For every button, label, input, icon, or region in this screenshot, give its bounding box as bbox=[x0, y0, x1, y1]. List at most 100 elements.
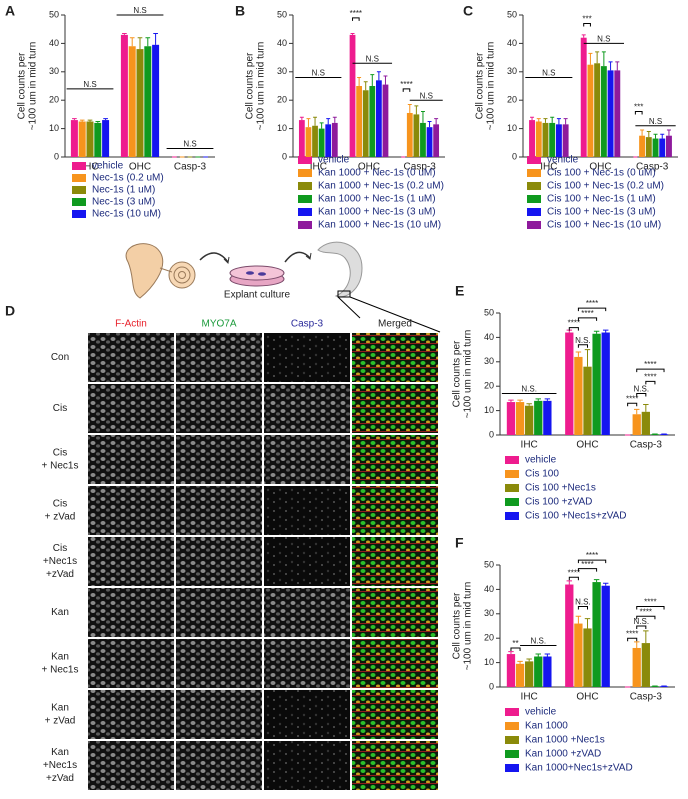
legend-label: Cis 100 +Nec1s bbox=[525, 483, 596, 494]
bar bbox=[632, 414, 641, 435]
micrograph bbox=[176, 588, 262, 637]
error-bar bbox=[72, 118, 77, 121]
row-label: Cis bbox=[53, 543, 67, 554]
panel-label: D bbox=[5, 303, 15, 319]
row-label: + Nec1s bbox=[42, 461, 79, 472]
error-bar bbox=[535, 653, 541, 657]
significance-bracket bbox=[627, 402, 638, 407]
significance-label: N.S. bbox=[521, 385, 537, 394]
error-bar bbox=[427, 121, 432, 128]
row-label: Cis bbox=[53, 499, 67, 510]
y-tick-label: 30 bbox=[277, 66, 287, 76]
bar bbox=[601, 585, 610, 687]
significance-label: **** bbox=[568, 319, 580, 328]
y-tick-label: 40 bbox=[49, 38, 59, 48]
y-tick-label: 40 bbox=[484, 332, 494, 342]
x-tick-label: Casp-3 bbox=[404, 162, 437, 173]
bar bbox=[652, 138, 659, 157]
bar bbox=[592, 333, 601, 435]
ear-illustration bbox=[125, 243, 196, 299]
legend-swatch bbox=[505, 722, 519, 730]
legend-label: Nec-1s (3 uM) bbox=[92, 197, 155, 208]
bar bbox=[543, 400, 552, 435]
micrograph bbox=[88, 486, 174, 535]
bar bbox=[515, 663, 525, 687]
significance-label: N.S bbox=[649, 117, 662, 126]
legend-swatch bbox=[505, 750, 519, 758]
panel-label: B bbox=[235, 3, 245, 19]
error-bar bbox=[593, 579, 600, 583]
y-tick-label: 50 bbox=[49, 9, 59, 19]
significance-label: N.S bbox=[420, 91, 433, 100]
y-axis-label: Cell counts per bbox=[475, 52, 486, 119]
bar bbox=[594, 63, 601, 157]
y-axis-label: Cell counts per bbox=[17, 52, 28, 119]
row-label: + zVad bbox=[45, 716, 76, 727]
error-bar bbox=[122, 32, 127, 35]
error-bar bbox=[536, 118, 541, 122]
legend-swatch bbox=[298, 169, 312, 177]
significance-label: **** bbox=[586, 299, 598, 308]
y-tick-label: 0 bbox=[512, 151, 517, 161]
y-tick-label: 50 bbox=[507, 9, 517, 19]
x-tick-label: OHC bbox=[358, 162, 380, 173]
bar bbox=[369, 86, 376, 157]
row-label: +zVad bbox=[46, 569, 74, 580]
micrograph bbox=[264, 486, 350, 535]
legend-swatch bbox=[505, 470, 519, 478]
legend-label: Cis 100 + Nec-1s (1 uM) bbox=[547, 194, 656, 205]
bar bbox=[641, 411, 650, 435]
bar bbox=[406, 112, 413, 157]
arrow bbox=[199, 252, 229, 263]
micrograph bbox=[264, 333, 350, 382]
y-axis-label: Cell counts per bbox=[452, 340, 463, 407]
x-tick-label: OHC bbox=[576, 692, 598, 703]
bar bbox=[607, 70, 614, 157]
column-header: MYO7A bbox=[201, 319, 236, 330]
x-tick-label: IHC bbox=[521, 692, 538, 703]
bar bbox=[666, 135, 672, 157]
bar bbox=[641, 643, 650, 687]
error-bar bbox=[588, 52, 593, 65]
bar bbox=[534, 400, 543, 435]
error-bar bbox=[584, 618, 591, 629]
micrograph bbox=[88, 333, 174, 382]
significance-label: ** bbox=[512, 639, 518, 648]
bar bbox=[632, 647, 641, 687]
micrograph bbox=[176, 333, 262, 382]
significance-label: N.S bbox=[366, 54, 379, 63]
significance-bracket bbox=[577, 307, 607, 312]
significance-label: N.S. bbox=[575, 598, 591, 607]
error-bar bbox=[602, 582, 609, 586]
x-tick-label: Casp-3 bbox=[174, 162, 207, 173]
row-label: Con bbox=[51, 352, 69, 363]
bar bbox=[659, 686, 669, 687]
bar bbox=[136, 49, 144, 157]
significance-bracket bbox=[577, 317, 598, 321]
bar bbox=[305, 127, 312, 157]
significance-label: **** bbox=[568, 568, 580, 577]
bar bbox=[325, 124, 332, 157]
significance-label: N.S bbox=[83, 80, 96, 89]
significance-label: **** bbox=[400, 80, 412, 89]
error-bar bbox=[608, 61, 613, 71]
y-tick-label: 50 bbox=[484, 559, 494, 569]
bar bbox=[298, 120, 305, 157]
significance-bracket bbox=[568, 327, 579, 331]
micrograph bbox=[352, 588, 438, 637]
illustration-label: Explant culture bbox=[224, 290, 291, 301]
error-bar bbox=[544, 653, 551, 657]
row-label: Cis bbox=[53, 403, 67, 414]
micrograph bbox=[352, 741, 438, 790]
error-bar bbox=[601, 51, 606, 67]
y-tick-label: 20 bbox=[49, 95, 59, 105]
error-bar bbox=[602, 329, 609, 333]
bar bbox=[574, 623, 583, 687]
y-tick-label: 30 bbox=[507, 66, 517, 76]
bar bbox=[601, 332, 610, 435]
significance-label: **** bbox=[581, 560, 593, 569]
bar bbox=[433, 124, 440, 157]
error-bar bbox=[363, 81, 368, 91]
legend-label: Kan 1000 + Nec-1s (3 uM) bbox=[318, 207, 436, 218]
x-tick-label: Casp-3 bbox=[636, 162, 669, 173]
